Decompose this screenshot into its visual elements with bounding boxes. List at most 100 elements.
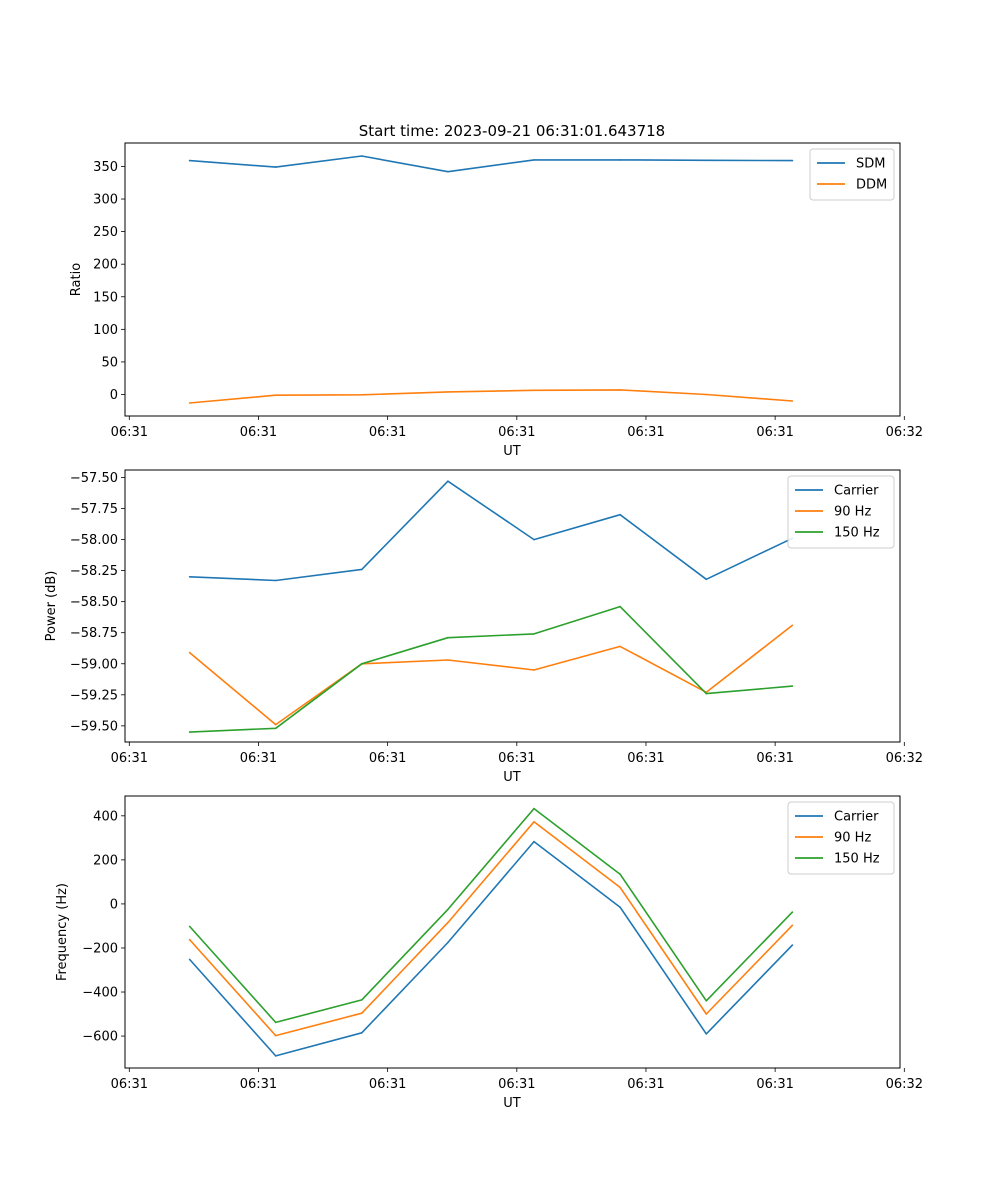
data-point-carrier	[619, 906, 621, 908]
data-point-ddm	[791, 400, 794, 402]
y-tick-label: 50	[101, 355, 118, 370]
x-tick-label: 06:31	[627, 751, 664, 766]
data-point-90-hz	[447, 921, 449, 924]
data-point-ddm	[705, 393, 708, 396]
y-tick-label: −58.75	[70, 626, 118, 641]
x-tick-label: 06:31	[369, 751, 406, 766]
data-point-ddm	[361, 394, 363, 396]
y-tick-label: −400	[82, 986, 118, 1001]
data-point-90-hz	[619, 645, 621, 648]
y-tick-label: −58.25	[70, 564, 118, 579]
y-tick-label: 200	[93, 853, 118, 868]
data-point-150-hz	[447, 636, 449, 639]
data-point-90-hz	[791, 624, 794, 627]
x-tick-label: 06:31	[369, 1077, 406, 1092]
y-tick-label: −58.00	[70, 533, 118, 548]
series-line-ddm	[189, 389, 793, 404]
data-point-carrier	[274, 579, 277, 582]
data-point-90-hz	[361, 1012, 363, 1014]
data-point-150-hz	[274, 727, 277, 730]
x-tick-label: 06:32	[886, 425, 923, 440]
series-line-90-hz	[189, 624, 793, 726]
x-tick-label: 06:31	[240, 751, 277, 766]
y-tick-label: −59.00	[70, 657, 118, 672]
series-lines	[188, 480, 794, 733]
y-tick-label: −59.50	[70, 719, 118, 734]
data-point-sdm	[447, 170, 449, 173]
data-point-carrier	[619, 513, 621, 516]
x-tick-label: 06:31	[498, 1077, 535, 1092]
data-point-150-hz	[274, 1021, 277, 1024]
x-tick-label: 06:31	[369, 425, 406, 440]
data-point-sdm	[619, 159, 621, 161]
legend: Carrier 90 Hz 150 Hz	[787, 801, 895, 875]
data-point-150-hz	[361, 999, 363, 1001]
data-point-150-hz	[791, 685, 794, 687]
series-line-carrier	[189, 480, 793, 582]
data-point-90-hz	[188, 651, 191, 654]
x-tick-label: 06:31	[240, 1077, 277, 1092]
y-tick-label: −600	[82, 1030, 118, 1045]
legend-label-ddm: DDM	[856, 178, 887, 193]
data-point-carrier	[705, 1033, 708, 1035]
data-point-150-hz	[361, 663, 363, 665]
data-point-ddm	[619, 389, 621, 391]
legend-label-150-hz: 150 Hz	[834, 852, 880, 867]
data-point-carrier	[361, 1032, 363, 1034]
y-tick-label: 0	[110, 897, 118, 912]
legend-box	[787, 475, 895, 549]
y-tick-label: 350	[93, 160, 118, 175]
x-tick-label: 06:32	[886, 751, 923, 766]
data-point-150-hz	[619, 605, 621, 608]
data-point-150-hz	[188, 925, 191, 928]
y-tick-label: −57.75	[70, 502, 118, 517]
data-point-ddm	[274, 394, 277, 397]
legend-box	[809, 148, 895, 201]
data-point-sdm	[361, 155, 363, 157]
data-point-carrier	[533, 840, 535, 843]
x-tick-label: 06:32	[886, 1077, 923, 1092]
data-point-150-hz	[533, 633, 535, 635]
data-point-150-hz	[705, 692, 708, 695]
subplot-3: 06:31 06:31 06:31 06:31 06:31 06:31 06:32 400 20…	[55, 795, 923, 1111]
subplot-2: 06:31 06:31 06:31 06:31 06:31 06:31 06:32 −57.5…	[44, 469, 923, 785]
axes-frame	[124, 795, 901, 1069]
y-axis-label: Frequency (Hz)	[55, 883, 70, 981]
data-point-carrier	[447, 941, 449, 944]
data-point-90-hz	[533, 821, 535, 823]
legend-label-90-hz: 90 Hz	[834, 505, 871, 520]
series-line-90-hz	[189, 820, 793, 1037]
x-tick-label: 06:31	[240, 425, 277, 440]
x-tick-label: 06:31	[756, 751, 793, 766]
y-tick-label: 0	[110, 388, 118, 403]
y-axis-label: Ratio	[69, 263, 84, 296]
legend-label-carrier: Carrier	[834, 484, 879, 499]
x-tick-label: 06:31	[498, 425, 535, 440]
data-point-ddm	[447, 391, 449, 393]
x-tick-label: 06:31	[111, 1077, 148, 1092]
data-point-carrier	[361, 568, 363, 571]
data-point-carrier	[791, 944, 794, 946]
data-point-sdm	[188, 159, 191, 162]
data-point-sdm	[705, 159, 708, 162]
data-point-carrier	[188, 958, 191, 961]
series-line-carrier	[189, 840, 793, 1057]
data-point-carrier	[188, 576, 191, 578]
x-tick-label: 06:31	[111, 425, 148, 440]
data-point-90-hz	[274, 723, 277, 726]
x-axis-label: UT	[503, 1096, 521, 1111]
axes-frame	[124, 142, 901, 417]
data-point-90-hz	[274, 1034, 277, 1037]
y-tick-label: 200	[93, 258, 118, 273]
series-line-150-hz	[189, 807, 793, 1024]
figure-title: Start time: 2023-09-21 06:31:01.643718	[359, 122, 665, 140]
y-tick-label: 150	[93, 290, 118, 305]
data-point-150-hz	[619, 873, 621, 875]
series-line-sdm	[189, 155, 793, 173]
legend-label-sdm: SDM	[856, 157, 885, 172]
data-point-150-hz	[705, 1000, 708, 1002]
data-point-ddm	[188, 402, 191, 404]
data-point-ddm	[533, 389, 535, 392]
data-point-90-hz	[619, 886, 621, 889]
legend-label-90-hz: 90 Hz	[834, 831, 871, 846]
